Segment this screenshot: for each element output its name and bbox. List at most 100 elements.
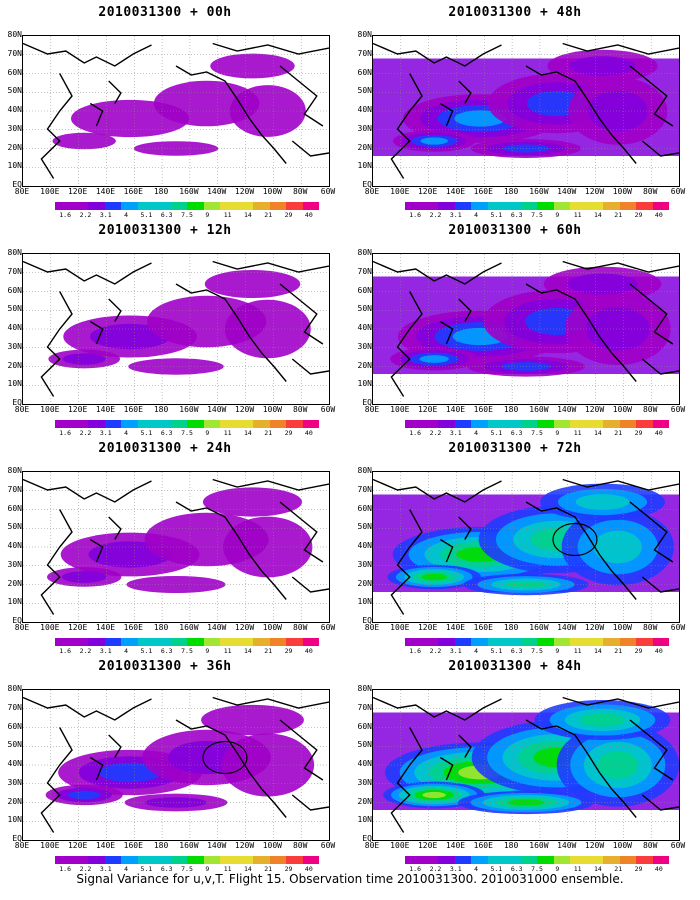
longitude-label: 100E bbox=[390, 405, 410, 414]
latitude-label: 10N bbox=[7, 379, 22, 389]
colorbar-label: 14 bbox=[244, 865, 252, 873]
colorbar-swatch bbox=[636, 202, 653, 210]
longitude-label: 80E bbox=[364, 187, 380, 196]
colorbar-swatch bbox=[471, 856, 488, 864]
colorbar-swatch bbox=[121, 420, 138, 428]
colorbar-label: 3.1 bbox=[449, 429, 462, 437]
colorbar-swatch bbox=[405, 856, 422, 864]
colorbar-label: 29 bbox=[634, 647, 643, 655]
latitude-label: 70N bbox=[7, 48, 22, 58]
longitude-label: 160E bbox=[123, 187, 143, 196]
colorbar-label: 5.1 bbox=[490, 429, 503, 437]
panel-title: 2010031300 + 48h bbox=[448, 5, 582, 20]
colorbar-label: 2.2 bbox=[79, 647, 92, 655]
colorbar-label: 40 bbox=[304, 647, 313, 655]
colorbar-swatch bbox=[121, 202, 138, 210]
colorbar-swatch bbox=[286, 856, 303, 864]
colorbar-swatch bbox=[636, 638, 653, 646]
colorbar-swatch bbox=[520, 856, 537, 864]
colorbar-label: 9 bbox=[205, 865, 210, 873]
colorbar-swatch bbox=[438, 638, 455, 646]
colorbar-swatch bbox=[286, 638, 303, 646]
colorbar-label: 4 bbox=[474, 865, 479, 873]
colorbar-labels: 1.6 2.2 3.1 4 5.1 6.3 7.5 9 11 14 21 29 40 bbox=[55, 647, 319, 656]
longitude-label: 140E bbox=[445, 841, 466, 850]
longitude-label: 80E bbox=[364, 623, 380, 632]
colorbar-swatch bbox=[220, 420, 237, 428]
colorbar-swatch bbox=[586, 420, 603, 428]
latitude-label: 10N bbox=[357, 815, 372, 825]
panel-title: 2010031300 + 60h bbox=[448, 223, 582, 238]
colorbar-swatch bbox=[170, 856, 187, 864]
latitude-label: 10N bbox=[7, 161, 22, 171]
colorbar-label: 11 bbox=[573, 647, 582, 655]
latitude-label: 20N bbox=[7, 578, 22, 588]
longitude-label: 120W bbox=[234, 841, 255, 850]
longitude-label: 140W bbox=[207, 187, 227, 196]
longitude-label: 80W bbox=[292, 405, 308, 414]
colorbar-label: 40 bbox=[654, 865, 663, 873]
colorbar-swatch bbox=[187, 638, 204, 646]
colorbar-swatch bbox=[504, 420, 521, 428]
longitude-label: 120E bbox=[67, 623, 88, 632]
colorbar-swatch bbox=[220, 638, 237, 646]
colorbar-label: 1.6 bbox=[409, 647, 422, 655]
latitude-label: 20N bbox=[357, 578, 372, 588]
colorbar-label: 11 bbox=[573, 865, 582, 873]
colorbar-swatch bbox=[286, 420, 303, 428]
colorbar-swatch bbox=[586, 202, 603, 210]
colorbar-swatch bbox=[302, 202, 319, 210]
longitude-label: 120W bbox=[584, 623, 605, 632]
colorbar-label: 21 bbox=[264, 211, 273, 219]
longitude-label: 140E bbox=[445, 623, 466, 632]
variance-map bbox=[372, 253, 680, 405]
colorbar-label: 4 bbox=[124, 865, 129, 873]
longitude-label: 120W bbox=[234, 187, 255, 196]
colorbar-swatch bbox=[553, 202, 570, 210]
colorbar-labels: 1.6 2.2 3.1 4 5.1 6.3 7.5 9 11 14 21 29 40 bbox=[55, 865, 319, 874]
latitude-label: 20N bbox=[357, 796, 372, 806]
figure-caption: Signal Variance for u,v,T. Flight 15. Ob… bbox=[76, 872, 624, 886]
colorbar-label: 1.6 bbox=[409, 429, 422, 437]
colorbar-swatch bbox=[154, 638, 171, 646]
colorbar-label: 5.1 bbox=[140, 865, 153, 873]
longitude-label: 80E bbox=[14, 841, 30, 850]
colorbar-swatch bbox=[537, 856, 554, 864]
colorbar-swatch bbox=[269, 420, 286, 428]
longitude-label: 80E bbox=[14, 623, 30, 632]
colorbar-label: 3.1 bbox=[99, 865, 112, 873]
colorbar-swatch bbox=[537, 202, 554, 210]
longitude-label: 80W bbox=[292, 623, 308, 632]
colorbar-swatch bbox=[88, 202, 105, 210]
colorbar-label: 9 bbox=[205, 429, 210, 437]
longitude-label: 100W bbox=[262, 623, 282, 632]
colorbar-label: 4 bbox=[474, 647, 479, 655]
colorbar-swatch bbox=[570, 202, 587, 210]
colorbar-label: 1.6 bbox=[59, 865, 72, 873]
colorbar-swatch bbox=[405, 420, 422, 428]
colorbar-swatch bbox=[487, 202, 504, 210]
colorbar-swatch bbox=[454, 638, 471, 646]
colorbar-swatch bbox=[487, 856, 504, 864]
longitude-label: 100W bbox=[612, 187, 632, 196]
colorbar-swatch bbox=[55, 856, 72, 864]
longitude-label: 100W bbox=[612, 405, 632, 414]
longitude-label: 120E bbox=[417, 841, 438, 850]
colorbar-swatch bbox=[504, 856, 521, 864]
panel-title: 2010031300 + 24h bbox=[98, 441, 232, 456]
longitude-label: 80W bbox=[292, 187, 308, 196]
longitude-label: 100E bbox=[40, 841, 60, 850]
longitude-label: 140E bbox=[95, 187, 116, 196]
colorbar-label: 4 bbox=[474, 429, 479, 437]
colorbar-label: 6.3 bbox=[160, 429, 173, 437]
longitude-label: 80E bbox=[14, 187, 30, 196]
longitude-label: 100E bbox=[40, 623, 60, 632]
colorbar-label: 7.5 bbox=[181, 429, 193, 437]
latitude-label: 50N bbox=[357, 86, 372, 96]
colorbar-swatch bbox=[570, 856, 587, 864]
latitude-label: 80N bbox=[357, 30, 372, 39]
latitude-label: 50N bbox=[7, 86, 22, 96]
longitude-label: 180 bbox=[153, 623, 169, 632]
latitude-label: 40N bbox=[357, 759, 372, 768]
colorbar-swatch bbox=[619, 420, 636, 428]
